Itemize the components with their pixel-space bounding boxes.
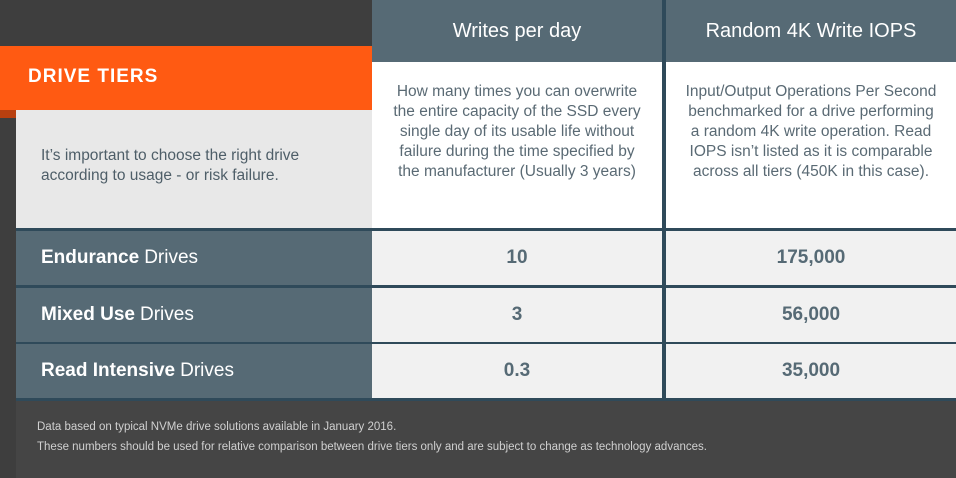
read-intensive-iops: 35,000 <box>666 344 956 398</box>
column-divider <box>662 0 666 400</box>
row-label-bold: Mixed Use <box>41 304 135 325</box>
endurance-writes-per-day: 10 <box>372 231 662 285</box>
row-label-suffix: Drives <box>180 360 234 381</box>
row-label-suffix: Drives <box>144 247 199 268</box>
row-label-suffix: Drives <box>139 304 194 325</box>
row-divider <box>16 228 956 231</box>
row-label-read-intensive: Read Intensive Drives <box>16 344 372 398</box>
column-header-random-iops: Random 4K Write IOPS <box>666 0 956 62</box>
mixed-use-iops: 56,000 <box>666 288 956 342</box>
row-divider <box>16 285 956 288</box>
row-label-mixed-use: Mixed Use Drives <box>16 288 372 342</box>
row-divider <box>16 341 956 344</box>
row-label-endurance: Endurance Drives <box>16 231 372 285</box>
footer-note: Data based on typical NVMe drive solutio… <box>16 401 956 478</box>
footer-line-2: These numbers should be used for relativ… <box>37 441 707 453</box>
endurance-iops: 175,000 <box>666 231 956 285</box>
iops-description: Input/Output Operations Per Second bench… <box>666 62 956 230</box>
column-header-writes-per-day: Writes per day <box>372 0 662 62</box>
corner-background <box>0 0 372 46</box>
banner-fold <box>0 110 16 118</box>
writes-per-day-description: How many times you can overwrite the ent… <box>372 62 662 230</box>
intro-text: It’s important to choose the right drive… <box>16 110 372 230</box>
mixed-use-writes-per-day: 3 <box>372 288 662 342</box>
row-divider <box>16 398 956 401</box>
row-label-bold: Read Intensive <box>41 360 176 381</box>
read-intensive-writes-per-day: 0.3 <box>372 344 662 398</box>
drive-tiers-banner: DRIVE TIERS <box>0 46 372 110</box>
row-label-bold: Endurance <box>41 247 140 268</box>
footer-line-1: Data based on typical NVMe drive solutio… <box>37 421 397 433</box>
